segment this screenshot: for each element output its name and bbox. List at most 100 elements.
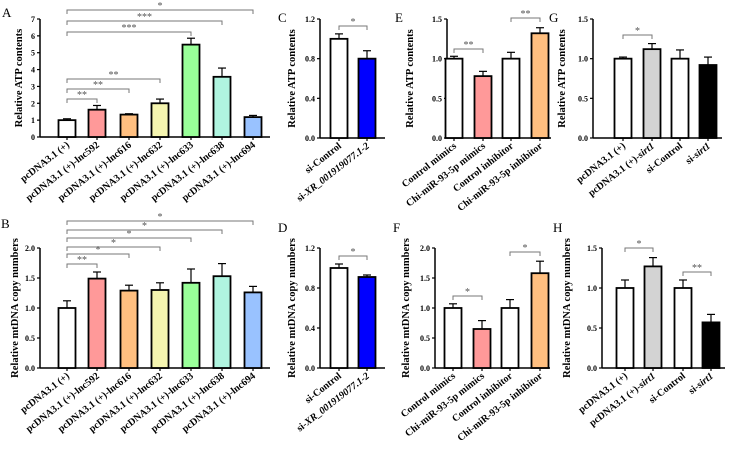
y-axis-title: Relative ATP contents [557,29,568,127]
y-tick-label: 1.0 [420,304,430,313]
significance-bracket [66,88,130,93]
bar-2 [642,48,662,139]
y-tick-label: 1.0 [432,55,442,64]
significance-bracket [66,246,161,251]
significance-bracket [66,253,130,258]
panel-label: B [1,216,10,231]
y-tick-label: 0.0 [305,364,315,373]
significance-label: * [637,239,642,250]
y-axis-title: Relative mtDNA copy numbers [10,238,21,378]
significance-bracket [510,17,541,22]
significance-label: ** [77,90,87,101]
y-tick-label: 1.2 [305,15,315,24]
significance-label: * [142,221,147,232]
y-tick-label: 0.5 [578,94,588,103]
y-axis-title: Relative mtDNA copy numbers [562,238,573,378]
significance-bracket [66,237,192,242]
bar-4 [530,272,550,369]
y-tick-label: 6 [31,32,35,41]
significance-bracket [66,78,161,83]
significance-label: *** [122,23,137,34]
y-tick-label: 0.8 [305,284,315,293]
y-axis-title: Relative mtDNA copy numbers [401,238,412,378]
y-axis-title: Relative mtDNA copy numbers [287,238,298,378]
y-tick-label: 0.5 [420,334,430,343]
y-tick-label: 2.0 [420,244,430,253]
significance-bracket [66,20,223,25]
y-tick-label: 0.0 [578,134,588,143]
bar-1 [613,57,633,139]
bar-2 [87,108,107,138]
bar-3 [673,287,693,369]
bar-3 [501,57,521,139]
y-tick-label: 1.2 [305,244,315,253]
bar-3 [119,289,139,369]
significance-label: ** [464,40,474,51]
y-tick-label: 0.5 [432,94,442,103]
significance-label: * [351,17,356,28]
y-tick-label: 0.5 [25,334,35,343]
y-axis-title: Relative ATP contents [14,29,25,127]
significance-bracket [622,34,653,39]
significance-label: * [111,238,116,249]
y-tick-label: 3 [31,82,35,91]
y-tick-label: 2 [31,99,35,108]
significance-label: ** [109,70,119,81]
y-tick-label: 7 [31,15,35,24]
significance-bracket [66,229,223,234]
bar-1 [444,57,464,139]
bar-6 [212,75,232,138]
bar-2 [472,328,492,369]
y-tick-label: 1.0 [25,304,35,313]
panel-label: F [393,220,400,235]
significance-bracket [624,247,654,252]
y-tick-label: 0.0 [587,364,597,373]
y-tick-label: 0.0 [25,364,35,373]
significance-bracket [66,31,192,36]
bar-3 [119,113,139,138]
y-tick-label: 0.8 [305,55,315,64]
y-tick-label: 1.5 [578,15,588,24]
bar-5 [181,43,201,138]
significance-label: * [351,247,356,258]
y-tick-label: 4 [31,66,35,75]
x-tick-label: si-sirt1 [687,371,716,397]
significance-bracket [509,251,541,256]
bar-3 [670,57,690,139]
panel-label: E [395,10,403,25]
y-axis-title: Relative ATP contents [287,29,298,127]
y-tick-label: 2.0 [25,244,35,253]
panel-label: G [549,10,558,25]
y-tick-label: 1.5 [25,274,35,283]
significance-label: * [465,287,470,298]
y-tick-label: 1 [31,116,35,125]
significance-bracket [66,220,254,225]
significance-label: ** [692,263,702,274]
significance-label: ** [521,9,531,20]
y-tick-label: 0.5 [587,324,597,333]
panel-label: C [278,10,287,25]
significance-label: * [635,26,640,37]
panel-label: H [553,220,562,235]
bar-4 [530,32,550,139]
panel-label: D [278,220,287,235]
y-tick-label: 0 [31,133,35,142]
y-axis-title: Relative ATP contents [405,29,416,127]
bar-5 [181,281,201,369]
significance-bracket [338,25,368,30]
y-tick-label: 0.0 [432,134,442,143]
significance-bracket [338,255,368,260]
significance-label: * [127,229,132,240]
y-tick-label: 0.4 [305,324,315,333]
bar-1 [615,287,635,369]
y-tick-label: 0.0 [305,134,315,143]
bar-4 [150,289,170,369]
